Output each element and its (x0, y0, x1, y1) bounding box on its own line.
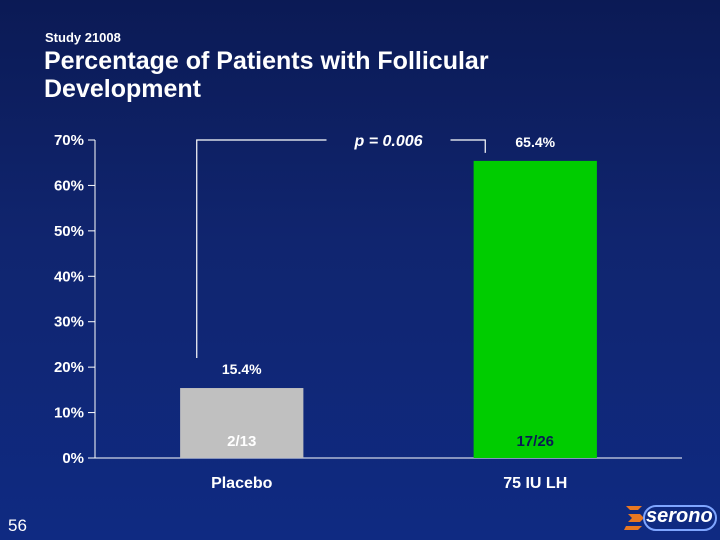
bar-value-label: 15.4% (222, 361, 262, 377)
chart-bars (180, 160, 597, 458)
bracket-right-line (450, 139, 486, 153)
p-value-annotation: p = 0.006 (353, 133, 422, 150)
y-tick-label: 70% (54, 132, 84, 149)
page-title: Percentage of Patients with Follicular D… (44, 47, 489, 103)
serono-logo-text: serono (646, 505, 713, 527)
x-tick-label: 75 IU LH (503, 475, 567, 492)
y-tick-label: 0% (62, 450, 84, 467)
bar-count-label: 17/26 (516, 433, 554, 450)
chart-axes: 0% 10% 20% 30% 40% 50% 60% 70% (54, 132, 682, 467)
y-tick-label: 30% (54, 314, 84, 331)
page-number: 56 (8, 516, 27, 535)
y-tick-label: 50% (54, 223, 84, 240)
bar-1 (473, 160, 597, 458)
significance-bracket: p = 0.006 (196, 133, 486, 359)
serono-s-icon (624, 505, 717, 531)
y-tick-label: 20% (54, 359, 84, 376)
y-tick-label: 10% (54, 405, 84, 422)
bar-0 (180, 388, 304, 458)
chart-labels: 15.4% 2/13 Placebo 65.4% 17/26 75 IU LH (211, 134, 567, 492)
y-tick-label: 40% (54, 268, 84, 285)
y-tick-label: 60% (54, 177, 84, 194)
bracket-left-line (196, 139, 327, 359)
bar-count-label: 2/13 (227, 433, 256, 450)
study-label: Study 21008 (45, 30, 121, 45)
bar-value-label: 65.4% (515, 134, 555, 150)
x-tick-label: Placebo (211, 475, 273, 492)
